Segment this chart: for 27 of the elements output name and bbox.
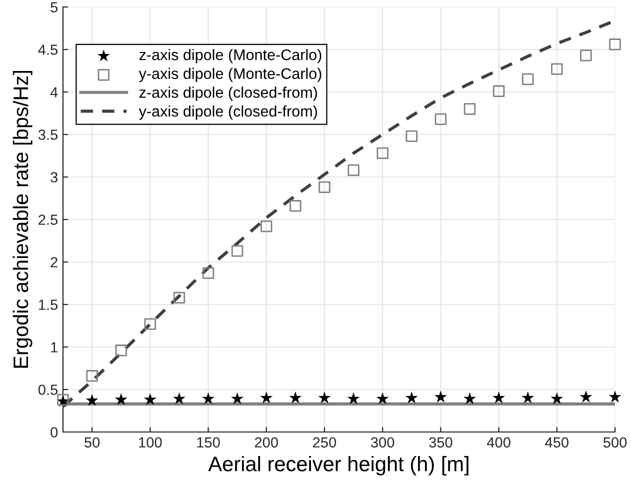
x-tick-label: 500 (603, 437, 627, 448)
x-tick-label: 350 (429, 437, 452, 448)
y-tick-label: 4.5 (38, 44, 58, 55)
y-tick-label: 5 (50, 2, 58, 12)
y-tick-label: 0.5 (38, 384, 58, 395)
legend-label: y-axis dipole (closed-from) (138, 105, 317, 120)
y-tick-label: 0 (50, 427, 58, 438)
y-tick-label: 3 (50, 172, 58, 182)
y-axis-title: Ergodic achievable rate [bps/Hz] (12, 71, 32, 368)
x-tick-label: 150 (197, 437, 220, 448)
y-tick-label: 1.5 (38, 300, 58, 310)
legend-label: y-axis dipole (Monte-Carlo) (138, 68, 322, 82)
x-tick-label: 200 (254, 437, 278, 448)
legend-label: z-axis dipole (closed-from) (139, 86, 317, 101)
x-tick-label: 100 (139, 437, 162, 448)
y-tick-label: 1 (51, 342, 58, 352)
x-tick-label: 300 (370, 437, 394, 448)
x-tick-label: 450 (545, 437, 568, 448)
x-axis-title: Aerial receiver height (h) [m] (208, 456, 468, 476)
y-tick-label: 2 (50, 257, 58, 268)
x-tick-label: 400 (486, 437, 510, 448)
y-tick-label: 2.5 (38, 214, 58, 225)
x-tick-label: 50 (84, 437, 100, 448)
y-tick-label: 4 (50, 87, 58, 98)
y-tick-label: 3.5 (38, 130, 58, 140)
legend-label: z-axis dipole (Monte-Carlo) (139, 48, 322, 64)
x-tick-label: 250 (313, 437, 336, 448)
